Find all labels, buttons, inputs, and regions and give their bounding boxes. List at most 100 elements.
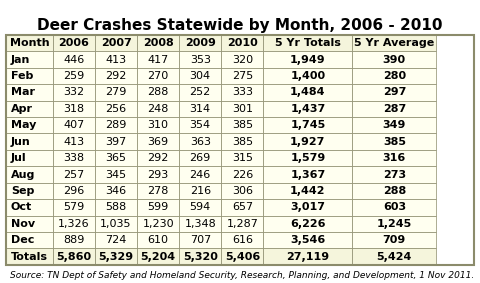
Text: 3,546: 3,546 [290, 235, 325, 245]
FancyBboxPatch shape [137, 216, 179, 232]
FancyBboxPatch shape [352, 166, 436, 183]
FancyBboxPatch shape [352, 134, 436, 150]
Text: 599: 599 [147, 202, 169, 212]
FancyBboxPatch shape [264, 52, 352, 68]
FancyBboxPatch shape [221, 134, 264, 150]
Text: 1,484: 1,484 [290, 87, 325, 97]
Text: 248: 248 [147, 104, 169, 114]
Text: 310: 310 [148, 120, 168, 130]
FancyBboxPatch shape [6, 199, 53, 216]
Text: 1,287: 1,287 [227, 219, 258, 229]
Text: 316: 316 [383, 153, 406, 163]
FancyBboxPatch shape [137, 84, 179, 101]
FancyBboxPatch shape [95, 199, 137, 216]
FancyBboxPatch shape [264, 232, 352, 248]
Text: 603: 603 [383, 202, 406, 212]
Text: 889: 889 [63, 235, 84, 245]
FancyBboxPatch shape [221, 52, 264, 68]
FancyBboxPatch shape [6, 84, 53, 101]
Text: Month: Month [10, 38, 49, 48]
Text: 332: 332 [63, 87, 84, 97]
Text: 1,949: 1,949 [290, 55, 325, 65]
Text: 297: 297 [383, 87, 406, 97]
FancyBboxPatch shape [221, 68, 264, 84]
FancyBboxPatch shape [221, 248, 264, 265]
FancyBboxPatch shape [352, 232, 436, 248]
FancyBboxPatch shape [95, 216, 137, 232]
FancyBboxPatch shape [95, 84, 137, 101]
FancyBboxPatch shape [137, 68, 179, 84]
Text: 390: 390 [383, 55, 406, 65]
FancyBboxPatch shape [137, 134, 179, 150]
Text: 301: 301 [232, 104, 253, 114]
Text: 288: 288 [383, 186, 406, 196]
Text: 346: 346 [106, 186, 127, 196]
FancyBboxPatch shape [137, 232, 179, 248]
Text: 594: 594 [190, 202, 211, 212]
Text: 413: 413 [106, 55, 127, 65]
Text: 269: 269 [190, 153, 211, 163]
Text: 278: 278 [147, 186, 169, 196]
FancyBboxPatch shape [137, 166, 179, 183]
FancyBboxPatch shape [53, 248, 95, 265]
Text: 1,927: 1,927 [290, 137, 325, 147]
FancyBboxPatch shape [352, 101, 436, 117]
Text: 2010: 2010 [227, 38, 258, 48]
FancyBboxPatch shape [264, 84, 352, 101]
Text: 369: 369 [147, 137, 168, 147]
FancyBboxPatch shape [264, 134, 352, 150]
FancyBboxPatch shape [264, 248, 352, 265]
FancyBboxPatch shape [53, 52, 95, 68]
Text: 2007: 2007 [101, 38, 132, 48]
FancyBboxPatch shape [352, 216, 436, 232]
FancyBboxPatch shape [221, 166, 264, 183]
FancyBboxPatch shape [264, 166, 352, 183]
Text: 275: 275 [232, 71, 253, 81]
FancyBboxPatch shape [6, 101, 53, 117]
FancyBboxPatch shape [352, 84, 436, 101]
FancyBboxPatch shape [179, 216, 221, 232]
FancyBboxPatch shape [53, 84, 95, 101]
FancyBboxPatch shape [53, 166, 95, 183]
Text: 2006: 2006 [59, 38, 89, 48]
FancyBboxPatch shape [6, 183, 53, 199]
Text: Source: TN Dept of Safety and Homeland Security, Research, Planning, and Develop: Source: TN Dept of Safety and Homeland S… [10, 271, 474, 280]
Text: 314: 314 [190, 104, 211, 114]
FancyBboxPatch shape [352, 52, 436, 68]
Text: 5,204: 5,204 [141, 252, 176, 261]
Text: 1,326: 1,326 [58, 219, 90, 229]
FancyBboxPatch shape [264, 150, 352, 166]
FancyBboxPatch shape [137, 248, 179, 265]
FancyBboxPatch shape [352, 183, 436, 199]
Text: 3,017: 3,017 [290, 202, 325, 212]
FancyBboxPatch shape [6, 248, 53, 265]
Text: 6,226: 6,226 [290, 219, 325, 229]
FancyBboxPatch shape [95, 150, 137, 166]
FancyBboxPatch shape [179, 248, 221, 265]
FancyBboxPatch shape [95, 183, 137, 199]
FancyBboxPatch shape [6, 232, 53, 248]
FancyBboxPatch shape [221, 117, 264, 134]
FancyBboxPatch shape [95, 248, 137, 265]
Text: 345: 345 [106, 170, 127, 179]
Text: Apr: Apr [11, 104, 33, 114]
FancyBboxPatch shape [95, 101, 137, 117]
Text: 292: 292 [106, 71, 127, 81]
Text: 246: 246 [190, 170, 211, 179]
FancyBboxPatch shape [179, 52, 221, 68]
Text: Sep: Sep [11, 186, 34, 196]
FancyBboxPatch shape [221, 35, 264, 52]
Text: 5 Yr Totals: 5 Yr Totals [275, 38, 341, 48]
FancyBboxPatch shape [221, 216, 264, 232]
FancyBboxPatch shape [352, 68, 436, 84]
FancyBboxPatch shape [264, 216, 352, 232]
Text: Mar: Mar [11, 87, 35, 97]
Text: 413: 413 [63, 137, 84, 147]
Text: 27,119: 27,119 [286, 252, 329, 261]
FancyBboxPatch shape [6, 117, 53, 134]
Text: 338: 338 [63, 153, 84, 163]
FancyBboxPatch shape [352, 117, 436, 134]
FancyBboxPatch shape [6, 166, 53, 183]
Text: Jun: Jun [11, 137, 31, 147]
Text: 315: 315 [232, 153, 253, 163]
